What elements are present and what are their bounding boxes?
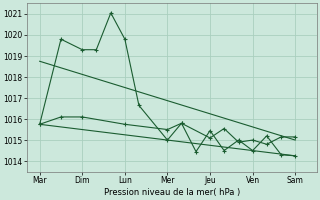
X-axis label: Pression niveau de la mer( hPa ): Pression niveau de la mer( hPa ) (104, 188, 240, 197)
